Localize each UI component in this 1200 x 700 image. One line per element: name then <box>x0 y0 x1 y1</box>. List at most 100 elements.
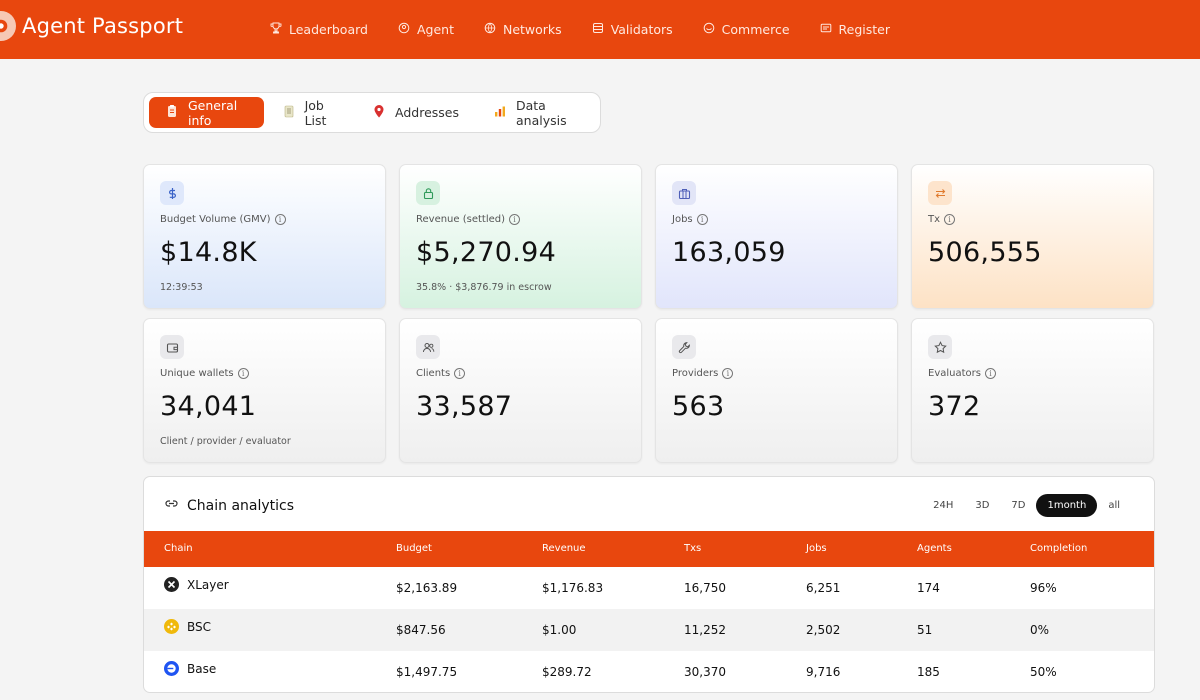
stat-card-budget: Budget Volume (GMV) i $14.8K 12:39:53 <box>143 164 386 309</box>
col-agents[interactable]: Agents <box>917 543 952 554</box>
chain-cell: BSC <box>164 619 211 634</box>
info-icon[interactable]: i <box>722 368 734 379</box>
star-icon <box>928 335 952 359</box>
revenue-cell: $1.00 <box>542 623 577 637</box>
col-budget[interactable]: Budget <box>396 543 432 554</box>
col-revenue[interactable]: Revenue <box>542 543 586 554</box>
stat-value: 34,041 <box>160 391 257 422</box>
stat-card-jobs: Jobs i 163,059 <box>655 164 898 309</box>
nav-commerce-label: Commerce <box>721 22 790 37</box>
wallet-icon <box>160 335 184 359</box>
tab-general-info[interactable]: General info <box>149 97 264 128</box>
list-icon <box>282 104 305 121</box>
chain-analytics-panel: Chain analytics 24H 3D 7D 1month all Cha… <box>143 476 1155 693</box>
time-range-selector: 24H 3D 7D 1month all <box>922 494 1131 517</box>
stat-label: Unique wallets i <box>160 368 369 379</box>
users-icon <box>416 335 440 359</box>
nav-agent[interactable]: Agent <box>398 22 454 37</box>
stat-label: Evaluators i <box>928 368 1137 379</box>
completion-cell: 50% <box>1030 665 1057 679</box>
register-icon <box>820 22 839 37</box>
chain-cell: Base <box>164 661 216 676</box>
chain-table: Chain Budget Revenue Txs Jobs Agents Com… <box>144 531 1154 692</box>
agents-cell: 174 <box>917 581 940 595</box>
lock-icon <box>416 181 440 205</box>
info-icon[interactable]: i <box>984 368 996 379</box>
txs-cell: 30,370 <box>684 665 726 679</box>
info-icon[interactable]: i <box>237 368 249 379</box>
brand[interactable]: Agent Passport <box>0 11 183 41</box>
agents-cell: 185 <box>917 665 940 679</box>
tab-data-analysis[interactable]: Data analysis <box>477 97 598 128</box>
col-txs[interactable]: Txs <box>684 543 702 554</box>
jobs-cell: 6,251 <box>806 581 841 595</box>
completion-cell: 0% <box>1030 623 1050 637</box>
tab-job-list[interactable]: Job List <box>266 97 354 128</box>
stat-label: Tx i <box>928 214 1137 225</box>
panel-title-text: Chain analytics <box>187 497 295 514</box>
stat-subtext: 12:39:53 <box>160 282 203 293</box>
passport-logo-icon <box>0 11 16 41</box>
panel-title: Chain analytics <box>164 496 294 515</box>
col-completion[interactable]: Completion <box>1030 543 1088 554</box>
map-pin-icon <box>372 104 395 121</box>
range-1month[interactable]: 1month <box>1036 494 1098 517</box>
range-all[interactable]: all <box>1108 500 1120 511</box>
chain-name: XLayer <box>187 577 229 592</box>
top-navbar: Agent Passport Leaderboard Agent Network… <box>0 0 1200 59</box>
nav-leaderboard[interactable]: Leaderboard <box>270 22 368 37</box>
col-chain[interactable]: Chain <box>164 543 193 554</box>
commerce-icon <box>703 22 722 37</box>
range-3d[interactable]: 3D <box>975 500 990 511</box>
wrench-icon <box>672 335 696 359</box>
table-row[interactable]: XLayer $2,163.89 $1,176.83 16,750 6,251 … <box>144 567 1154 609</box>
range-24h[interactable]: 24H <box>933 500 954 511</box>
stat-card-clients: Clients i 33,587 <box>399 318 642 463</box>
nav-validators-label: Validators <box>610 22 673 37</box>
app-title: Agent Passport <box>22 14 184 38</box>
info-icon[interactable]: i <box>509 214 521 225</box>
link-icon <box>164 496 187 515</box>
stat-card-providers: Providers i 563 <box>655 318 898 463</box>
dollar-icon <box>160 181 184 205</box>
agent-icon <box>398 22 417 37</box>
nav-register[interactable]: Register <box>820 22 890 37</box>
stat-card-evaluators: Evaluators i 372 <box>911 318 1154 463</box>
nav-validators[interactable]: Validators <box>592 22 673 37</box>
completion-cell: 96% <box>1030 581 1057 595</box>
tab-addresses-label: Addresses <box>395 105 459 120</box>
stat-label: Budget Volume (GMV) i <box>160 214 369 225</box>
base-icon <box>164 661 179 676</box>
info-icon[interactable]: i <box>274 214 286 225</box>
budget-cell: $847.56 <box>396 623 446 637</box>
info-icon[interactable]: i <box>696 214 708 225</box>
stat-value: $5,270.94 <box>416 237 557 268</box>
tab-addresses[interactable]: Addresses <box>356 97 475 128</box>
stat-value: 163,059 <box>672 237 786 268</box>
jobs-cell: 2,502 <box>806 623 841 637</box>
stat-label: Clients i <box>416 368 625 379</box>
table-row[interactable]: Base $1,497.75 $289.72 30,370 9,716 185 … <box>144 651 1154 692</box>
col-jobs[interactable]: Jobs <box>806 543 827 554</box>
nav-leaderboard-label: Leaderboard <box>289 22 368 37</box>
budget-cell: $1,497.75 <box>396 665 458 679</box>
revenue-cell: $1,176.83 <box>542 581 604 595</box>
nav-networks[interactable]: Networks <box>484 22 562 37</box>
nav-commerce[interactable]: Commerce <box>703 22 790 37</box>
txs-cell: 11,252 <box>684 623 726 637</box>
stat-label: Providers i <box>672 368 881 379</box>
range-7d[interactable]: 7D <box>1011 500 1026 511</box>
stat-card-tx: Tx i 506,555 <box>911 164 1154 309</box>
info-icon[interactable]: i <box>944 214 956 225</box>
stat-value: 372 <box>928 391 981 422</box>
tab-general-info-label: General info <box>188 97 238 128</box>
panel-header: Chain analytics 24H 3D 7D 1month all <box>144 477 1154 531</box>
agents-cell: 51 <box>917 623 933 637</box>
stat-value: $14.8K <box>160 237 257 268</box>
swap-icon <box>928 181 952 205</box>
info-icon[interactable]: i <box>454 368 466 379</box>
jobs-cell: 9,716 <box>806 665 841 679</box>
stat-label: Revenue (settled) i <box>416 214 625 225</box>
table-row[interactable]: BSC $847.56 $1.00 11,252 2,502 51 0% <box>144 609 1154 651</box>
budget-cell: $2,163.89 <box>396 581 458 595</box>
